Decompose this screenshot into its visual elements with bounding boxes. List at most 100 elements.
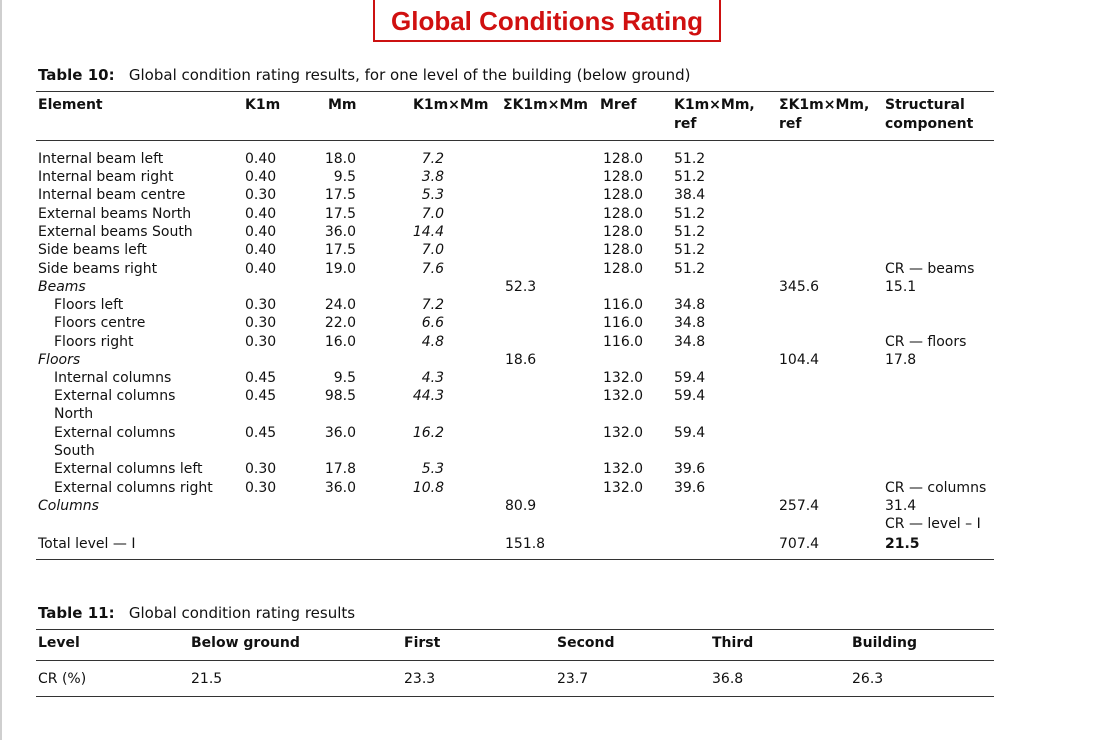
k1m-cell: 0.40	[245, 224, 277, 240]
mm-cell: 19.0	[324, 261, 356, 277]
k1mxmm-cell: 14.4	[412, 224, 444, 240]
col-header-sum-k1mxmm: ΣK1m×Mm	[503, 97, 588, 113]
structural-cell: CR — columns	[885, 480, 987, 496]
table10-caption-text: Global condition rating results, for one…	[128, 66, 691, 84]
element-cell: Total level — I	[38, 536, 136, 552]
page-edge	[0, 0, 2, 740]
k1m-cell: 0.30	[245, 187, 277, 203]
mm-cell: 17.5	[324, 242, 356, 258]
mref-cell: 128.0	[603, 151, 644, 167]
element-cell: External columns left	[54, 461, 203, 477]
k1mxmm-ref-cell: 34.8	[674, 334, 706, 350]
k1mxmm-ref-cell: 51.2	[674, 169, 706, 185]
element-cell: Internal beam right	[38, 169, 174, 185]
sum-k1mxmm-cell: 18.6	[505, 352, 537, 368]
mref-cell: 116.0	[603, 334, 644, 350]
k1mxmm-cell: 16.2	[412, 425, 444, 441]
element-cell: Beams	[38, 279, 86, 295]
structural-cell: 31.4	[885, 498, 917, 514]
sum-k1mxmm-cell: 52.3	[505, 279, 537, 295]
mref-cell: 132.0	[603, 480, 644, 496]
k1m-cell: 0.45	[245, 425, 277, 441]
structural-cell: CR — beams	[885, 261, 975, 277]
k1m-cell: 0.30	[245, 315, 277, 331]
element-cell: Floors left	[54, 297, 124, 313]
mm-cell: 17.5	[324, 187, 356, 203]
mref-cell: 128.0	[603, 187, 644, 203]
k1mxmm-ref-cell: 39.6	[674, 461, 706, 477]
table11-label: Table 11:	[38, 604, 115, 622]
sum-k1mxmm-cell: 80.9	[505, 498, 537, 514]
element-cell: Floors centre	[54, 315, 146, 331]
mm-cell: 9.5	[333, 169, 356, 185]
mref-cell: 128.0	[603, 261, 644, 277]
k1m-cell: 0.30	[245, 461, 277, 477]
k1mxmm-cell: 7.0	[421, 242, 444, 258]
table11-caption-text: Global condition rating results	[128, 604, 356, 622]
k1mxmm-ref-cell: 38.4	[674, 187, 706, 203]
k1mxmm-cell: 7.2	[421, 297, 444, 313]
k1mxmm-cell: 7.6	[421, 261, 444, 277]
mm-cell: 24.0	[324, 297, 356, 313]
element-cell: Floors	[38, 352, 81, 368]
mm-cell: 9.5	[333, 370, 356, 386]
table10-label: Table 10:	[38, 66, 115, 84]
col-header-k1mxmm: K1m×Mm	[413, 97, 489, 113]
table10-top-rule	[36, 91, 994, 92]
col-header-sum-ref: ΣK1m×Mm,	[779, 97, 870, 113]
k1mxmm-ref-cell: 34.8	[674, 315, 706, 331]
k1mxmm-cell: 4.8	[421, 334, 444, 350]
mm-cell: 18.0	[324, 151, 356, 167]
element-cell: Internal beam left	[38, 151, 164, 167]
k1mxmm-cell: 5.3	[421, 461, 444, 477]
mref-cell: 128.0	[603, 169, 644, 185]
k1mxmm-ref-cell: 51.2	[674, 151, 706, 167]
mm-cell: 17.5	[324, 206, 356, 222]
k1m-cell: 0.40	[245, 169, 277, 185]
table11-caption: Table 11: Global condition rating result…	[38, 604, 355, 622]
t11-value-building: 26.3	[852, 671, 884, 687]
structural-cell-cont: CR — level – I	[885, 516, 981, 532]
t11-header-below-ground: Below ground	[191, 635, 300, 651]
mref-cell: 132.0	[603, 370, 644, 386]
k1mxmm-cell: 4.3	[421, 370, 444, 386]
k1mxmm-cell: 10.8	[412, 480, 444, 496]
col-header-sum-ref-2: ref	[779, 116, 802, 132]
col-header-structural: Structural	[885, 97, 965, 113]
k1mxmm-cell: 44.3	[412, 388, 444, 404]
col-header-k1m: K1m	[245, 97, 281, 113]
k1mxmm-ref-cell: 51.2	[674, 261, 706, 277]
element-cell: Internal beam centre	[38, 187, 186, 203]
mm-cell: 17.8	[324, 461, 356, 477]
t11-value-level: CR (%)	[38, 671, 87, 687]
k1m-cell: 0.40	[245, 261, 277, 277]
table10-bottom-rule	[36, 559, 994, 560]
mref-cell: 132.0	[603, 388, 644, 404]
k1m-cell: 0.40	[245, 242, 277, 258]
k1mxmm-cell: 6.6	[421, 315, 444, 331]
t11-header-third: Third	[712, 635, 754, 651]
title-banner: Global Conditions Rating	[373, 0, 721, 42]
mref-cell: 116.0	[603, 315, 644, 331]
t11-header-building: Building	[852, 635, 918, 651]
col-header-k1mxmm-ref: K1m×Mm,	[674, 97, 755, 113]
structural-cell: 15.1	[885, 279, 917, 295]
k1mxmm-cell: 5.3	[421, 187, 444, 203]
k1mxmm-ref-cell: 39.6	[674, 480, 706, 496]
sum-ref-cell: 257.4	[779, 498, 820, 514]
sum-ref-cell: 707.4	[779, 536, 820, 552]
structural-cell: 21.5	[885, 536, 920, 552]
table11-header-rule	[36, 660, 994, 661]
element-cell: Columns	[38, 498, 99, 514]
k1m-cell: 0.45	[245, 388, 277, 404]
element-cell: External columns	[54, 425, 176, 441]
k1m-cell: 0.40	[245, 206, 277, 222]
t11-value-first: 23.3	[404, 671, 436, 687]
k1mxmm-cell: 7.0	[421, 206, 444, 222]
col-header-structural-2: component	[885, 116, 974, 132]
k1m-cell: 0.30	[245, 334, 277, 350]
k1mxmm-ref-cell: 59.4	[674, 425, 706, 441]
t11-header-second: Second	[557, 635, 615, 651]
element-cell: Side beams right	[38, 261, 158, 277]
mm-cell: 36.0	[324, 480, 356, 496]
